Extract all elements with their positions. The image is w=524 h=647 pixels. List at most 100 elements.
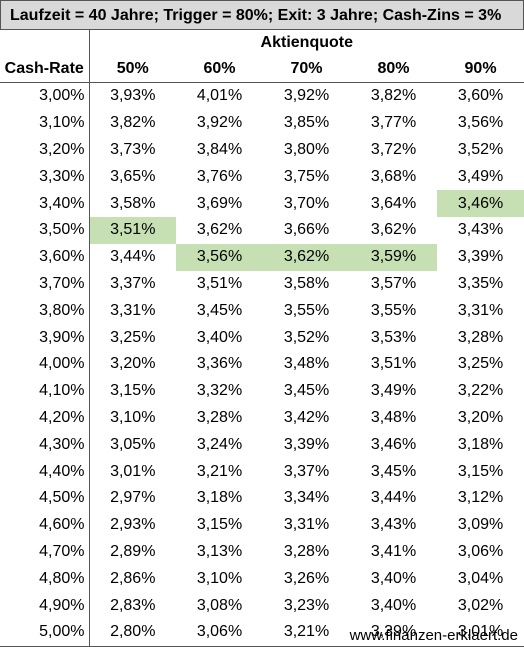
value-cell: 3,62% xyxy=(196,221,243,239)
value-cell: 3,09% xyxy=(457,516,504,534)
cash-rate-cell: 4,00% xyxy=(0,350,90,378)
value-cell: 3,28% xyxy=(457,328,504,346)
value-cell: 3,37% xyxy=(283,462,330,480)
value-cell: 3,15% xyxy=(110,382,156,400)
cash-rate-cell: 3,00% xyxy=(0,82,90,110)
value-cell: 3,39% xyxy=(283,435,330,453)
table-row: 4,30% 3,05% 3,24% 3,39% 3,46% 3,18% xyxy=(0,431,524,459)
value-cell: 3,92% xyxy=(196,114,243,132)
column-header: 90% xyxy=(437,56,524,83)
cash-rate-cell: 3,80% xyxy=(0,297,90,325)
value-cell: 3,31% xyxy=(110,301,156,319)
value-cell: 3,56% xyxy=(457,114,504,132)
value-cell: 3,32% xyxy=(196,382,243,400)
value-cell: 3,43% xyxy=(457,221,504,239)
value-cell: 3,34% xyxy=(283,489,330,507)
value-cell: 3,26% xyxy=(283,569,330,587)
value-cell: 3,20% xyxy=(457,408,504,426)
table-row: 3,70% 3,37% 3,51% 3,58% 3,57% 3,35% xyxy=(0,270,524,298)
table-row: 4,40% 3,01% 3,21% 3,37% 3,45% 3,15% xyxy=(0,458,524,485)
table-row: 4,00% 3,20% 3,36% 3,48% 3,51% 3,25% xyxy=(0,350,524,378)
value-cell: 3,58% xyxy=(283,274,330,292)
value-cell: 3,01% xyxy=(437,618,524,647)
value-cell: 3,40% xyxy=(370,569,417,587)
cash-rate-cell: 4,80% xyxy=(0,565,90,593)
value-cell: 3,70% xyxy=(283,194,330,212)
value-cell: 3,39% xyxy=(457,248,504,266)
cash-rate-cell: 4,20% xyxy=(0,404,90,432)
value-cell: 3,15% xyxy=(196,516,243,534)
value-cell: 3,52% xyxy=(457,140,504,158)
value-cell: 2,83% xyxy=(110,596,156,614)
cash-rate-cell: 3,50% xyxy=(0,216,90,244)
table-row: 3,40% 3,58% 3,69% 3,70% 3,64% 3,46% xyxy=(0,190,524,217)
value-cell: 3,37% xyxy=(110,274,156,292)
value-cell: 3,49% xyxy=(457,167,504,185)
value-cell: 3,13% xyxy=(196,542,243,560)
value-cell: 3,06% xyxy=(176,618,263,647)
value-cell: 3,10% xyxy=(196,569,243,587)
value-cell: 3,52% xyxy=(283,328,330,346)
cash-rate-cell: 3,90% xyxy=(0,324,90,351)
value-cell: 3,72% xyxy=(370,140,417,158)
table-row: 4,10% 3,15% 3,32% 3,45% 3,49% 3,22% xyxy=(0,377,524,405)
cash-rate-cell: 3,20% xyxy=(0,136,90,164)
value-cell: 3,77% xyxy=(370,114,417,132)
corner-cell xyxy=(0,30,90,56)
table-row: 4,80% 2,86% 3,10% 3,26% 3,40% 3,04% xyxy=(0,565,524,593)
table-row: 5,00% 2,80% 3,06% 3,21% 3,39% 3,01% xyxy=(0,618,524,647)
value-cell: 4,01% xyxy=(196,87,243,105)
value-cell: 3,36% xyxy=(196,355,243,373)
value-cell: 3,40% xyxy=(196,328,243,346)
table-row: 4,90% 2,83% 3,08% 3,23% 3,40% 3,02% xyxy=(0,592,524,619)
value-cell: 3,12% xyxy=(457,489,504,507)
highlighted-value-cell: 3,59% xyxy=(350,243,437,271)
value-cell: 3,55% xyxy=(283,301,330,319)
value-cell: 3,93% xyxy=(110,87,156,105)
value-cell: 3,15% xyxy=(457,462,504,480)
table-row: 3,00% 3,93% 4,01% 3,92% 3,82% 3,60% xyxy=(0,82,524,110)
value-cell: 3,28% xyxy=(196,408,243,426)
value-cell: 2,89% xyxy=(110,542,156,560)
value-cell: 3,18% xyxy=(196,489,243,507)
table-row: 4,70% 2,89% 3,13% 3,28% 3,41% 3,06% xyxy=(0,538,524,566)
value-cell: 2,80% xyxy=(89,618,176,647)
value-cell: 3,45% xyxy=(370,462,417,480)
highlighted-value-cell: 3,56% xyxy=(176,243,263,271)
value-cell: 3,62% xyxy=(370,221,417,239)
table-row: 3,80% 3,31% 3,45% 3,55% 3,55% 3,31% xyxy=(0,297,524,325)
value-cell: 3,64% xyxy=(370,194,417,212)
value-cell: 3,75% xyxy=(283,167,330,185)
value-cell: 3,23% xyxy=(283,596,330,614)
cash-rate-cell: 3,70% xyxy=(0,270,90,298)
cash-rate-cell: 3,30% xyxy=(0,163,90,191)
value-cell: 3,06% xyxy=(457,542,504,560)
value-cell: 3,66% xyxy=(283,221,330,239)
value-cell: 3,53% xyxy=(370,328,417,346)
value-cell: 3,76% xyxy=(196,167,243,185)
value-cell: 3,43% xyxy=(370,516,417,534)
table-row: 3,10% 3,82% 3,92% 3,85% 3,77% 3,56% xyxy=(0,109,524,137)
value-cell: 3,44% xyxy=(110,248,156,266)
highlighted-value-cell: 3,46% xyxy=(437,190,524,217)
value-cell: 3,45% xyxy=(196,301,243,319)
value-cell: 3,42% xyxy=(283,408,330,426)
value-cell: 3,45% xyxy=(283,382,330,400)
value-cell: 3,48% xyxy=(370,408,417,426)
table-row: 3,60% 3,44% 3,56% 3,62% 3,59% 3,39% xyxy=(0,243,524,271)
cash-rate-cell: 5,00% xyxy=(0,618,90,647)
value-cell: 3,82% xyxy=(370,87,417,105)
column-header: 60% xyxy=(176,56,263,83)
group-header: Aktienquote xyxy=(260,34,353,51)
value-cell: 3,55% xyxy=(370,301,417,319)
value-cell: 3,02% xyxy=(457,596,504,614)
cash-rate-cell: 3,10% xyxy=(0,109,90,137)
table-row: 4,20% 3,10% 3,28% 3,42% 3,48% 3,20% xyxy=(0,404,524,432)
highlighted-value-cell: 3,62% xyxy=(263,243,350,271)
value-cell: 3,24% xyxy=(196,435,243,453)
value-cell: 3,57% xyxy=(370,274,417,292)
cash-rate-cell: 3,60% xyxy=(0,243,90,271)
cash-rate-cell: 4,90% xyxy=(0,592,90,619)
value-cell: 3,51% xyxy=(196,274,243,292)
